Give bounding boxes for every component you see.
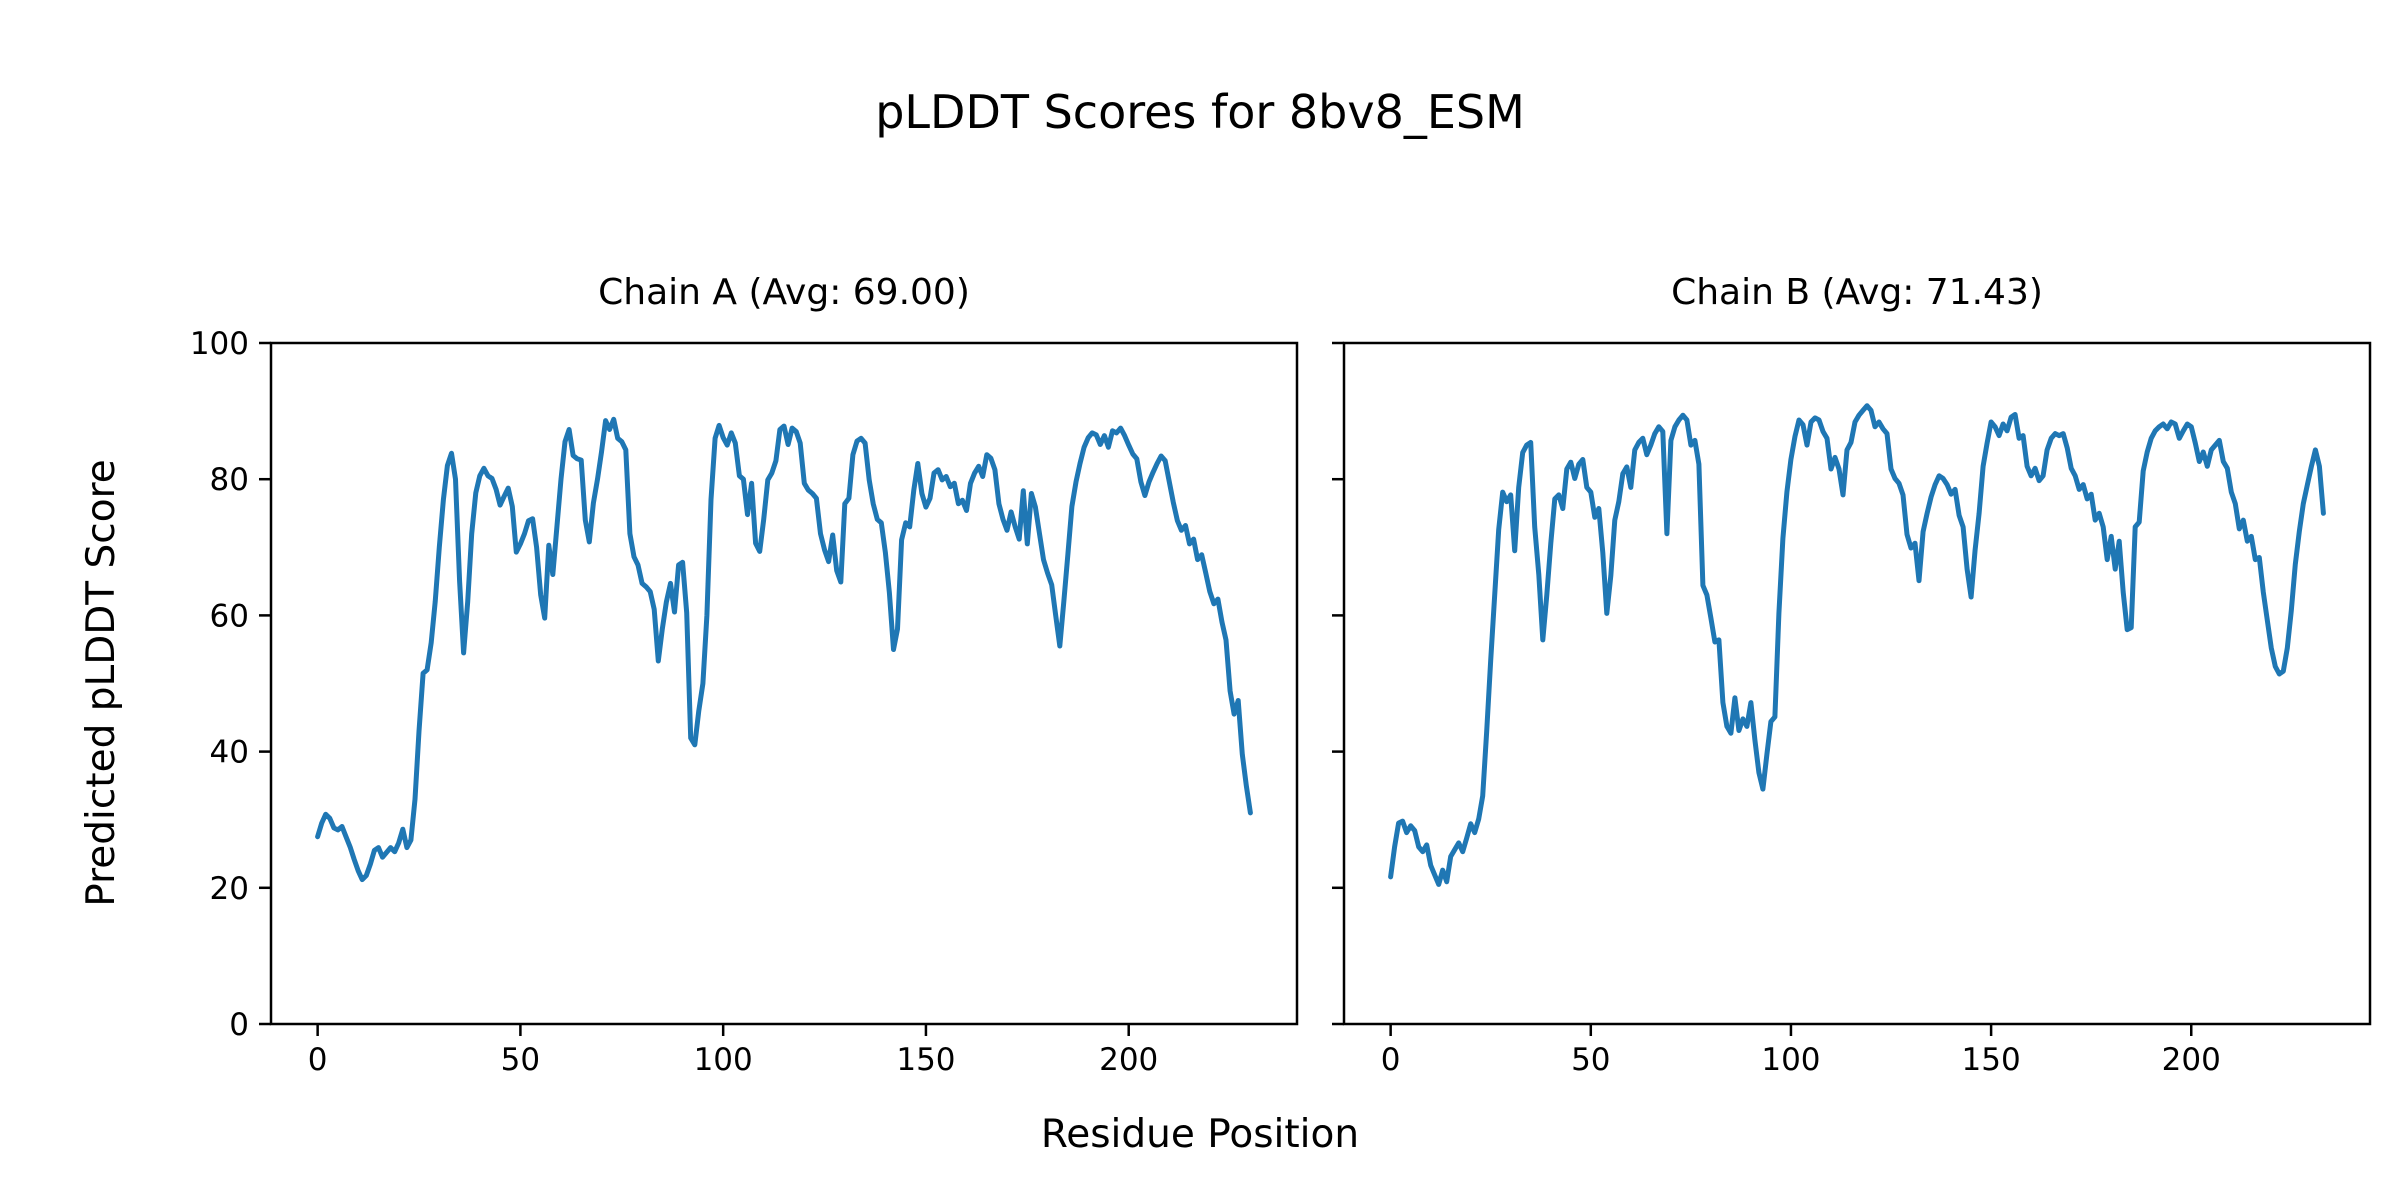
y-tick-label: 60 [210, 598, 249, 634]
y-tick-label: 0 [229, 1007, 249, 1043]
subplot-chain-a: 0 50 100 150 200 0 20 40 60 80 100 [190, 326, 1299, 1078]
y-axis-label: Predicted pLDDT Score [79, 459, 124, 906]
y-tick-label: 100 [190, 326, 249, 362]
x-tick-label: 50 [501, 1042, 540, 1078]
x-axis-label: Residue Position [1041, 1112, 1359, 1157]
axes-frame [1342, 341, 2372, 1026]
x-tick-label: 200 [1099, 1042, 1158, 1078]
chain-b-line [1388, 403, 2326, 887]
x-tick-label: 50 [1571, 1042, 1610, 1078]
x-tick-label: 0 [1381, 1042, 1401, 1078]
x-tick-label: 100 [1761, 1042, 1820, 1078]
subplot-a-title: Chain A (Avg: 69.00) [598, 272, 970, 313]
subplot-b-title: Chain B (Avg: 71.43) [1671, 272, 2043, 313]
y-tick-label: 40 [210, 735, 249, 771]
chain-a-line [315, 416, 1253, 883]
figure-title: pLDDT Scores for 8bv8_ESM [875, 85, 1525, 139]
y-tick-label: 80 [210, 462, 249, 498]
axes-frame [269, 341, 1299, 1026]
x-tick-label: 200 [2162, 1042, 2221, 1078]
x-tick-label: 150 [1962, 1042, 2021, 1078]
x-tick-label: 150 [896, 1042, 955, 1078]
x-tick-label: 0 [308, 1042, 328, 1078]
x-tick-label: 100 [694, 1042, 753, 1078]
y-tick-label: 20 [210, 871, 249, 907]
subplot-chain-b: 0 50 100 150 200 [1332, 341, 2372, 1078]
